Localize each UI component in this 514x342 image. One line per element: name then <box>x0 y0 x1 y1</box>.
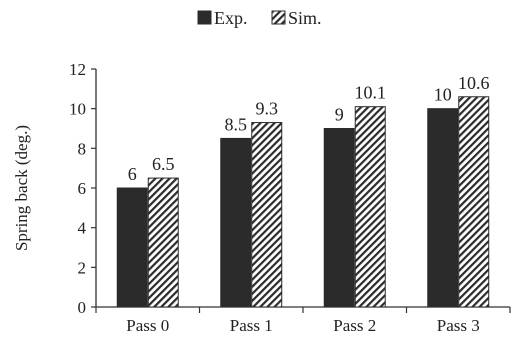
y-tick-label: 2 <box>78 258 87 277</box>
data-label: 6 <box>128 164 137 184</box>
bar-exp <box>427 108 459 308</box>
bar-sim <box>354 106 386 308</box>
data-label: 9.3 <box>256 99 279 119</box>
bars <box>116 96 490 308</box>
x-tick-label: Pass 1 <box>230 316 273 335</box>
data-label: 9 <box>335 105 344 125</box>
data-labels: 6 8.5 9 10 6.5 9.3 10.1 10.6 <box>128 73 490 184</box>
x-tick-label: Pass 0 <box>126 316 169 335</box>
x-tick-label: Pass 2 <box>333 316 376 335</box>
bar-exp <box>323 128 355 308</box>
bar-sim <box>147 177 179 308</box>
data-label: 10.1 <box>355 83 387 103</box>
bar-sim <box>458 96 490 308</box>
bar-sim <box>251 122 283 308</box>
legend-label: Sim. <box>288 8 322 28</box>
y-tick-label: 6 <box>78 179 87 198</box>
axes: 0 2 4 6 8 10 12 Spring back (deg.) Pass 0 Pass 1 P… <box>12 60 511 335</box>
bar-exp <box>116 187 148 308</box>
x-tick-label: Pass 3 <box>437 316 480 335</box>
legend: Exp. Sim. <box>197 8 322 28</box>
y-axis-title: Spring back (deg.) <box>12 125 31 251</box>
data-label: 10 <box>434 85 452 105</box>
y-tick-label: 0 <box>78 298 87 317</box>
data-label: 8.5 <box>225 114 248 134</box>
bar-exp <box>220 137 252 308</box>
y-tick-label: 10 <box>69 100 86 119</box>
y-tick-label: 4 <box>78 219 87 238</box>
y-tick-label: 12 <box>69 60 86 79</box>
legend-swatch-exp <box>197 10 212 25</box>
y-tick-label: 8 <box>78 139 87 158</box>
legend-label: Exp. <box>214 8 248 28</box>
legend-swatch-sim <box>271 10 286 25</box>
data-label: 6.5 <box>152 154 175 174</box>
data-label: 10.6 <box>458 73 490 93</box>
